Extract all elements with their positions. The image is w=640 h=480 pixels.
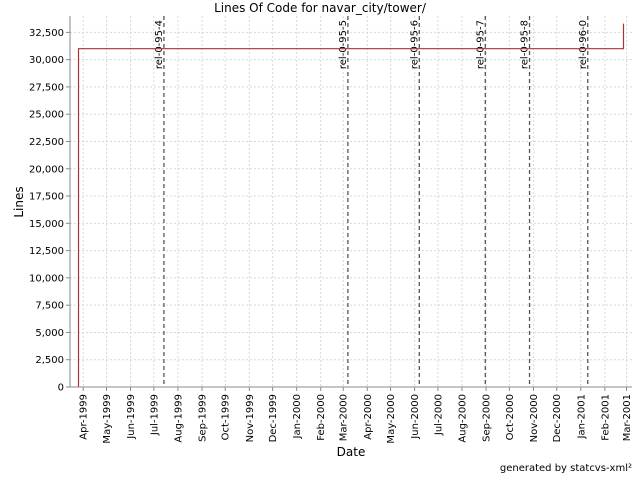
grid xyxy=(70,16,632,387)
x-tick-label: Sep-1999 xyxy=(197,394,208,442)
y-tick-label: 30,000 xyxy=(29,55,64,66)
x-tick-label: Jun-1999 xyxy=(126,394,137,440)
x-tick-label: Feb-2000 xyxy=(316,394,327,441)
y-tick-label: 27,500 xyxy=(29,82,64,93)
y-tick-label: 17,500 xyxy=(29,192,64,203)
x-tick-label: Oct-2000 xyxy=(505,394,516,440)
release-marker-label: rel-0-95-8 xyxy=(520,20,531,69)
x-tick-label: Jan-2001 xyxy=(576,394,587,439)
y-tick-label: 0 xyxy=(58,383,64,394)
y-ticks: 0 2,500 5,000 7,500 10,000 12,500 15,000 17,500… xyxy=(29,28,70,394)
x-tick-label: May-2000 xyxy=(386,394,397,444)
release-marker-label: rel-0-95-5 xyxy=(338,20,349,69)
x-tick-label: Jul-2000 xyxy=(433,394,444,436)
y-tick-label: 10,000 xyxy=(29,273,64,284)
x-tick-label: Aug-2000 xyxy=(458,394,469,443)
x-tick-label: Nov-1999 xyxy=(245,394,256,442)
y-tick-label: 15,000 xyxy=(29,219,64,230)
x-tick-label: Oct-1999 xyxy=(221,394,232,440)
release-marker-label: rel-0-95-4 xyxy=(154,20,165,69)
x-ticks: Apr-1999 May-1999 Jun-1999 Jul-1999 Aug-1999… xyxy=(79,387,633,444)
x-tick-label: Aug-1999 xyxy=(173,394,184,443)
y-tick-label: 7,500 xyxy=(35,301,64,312)
y-tick-label: 25,000 xyxy=(29,110,64,121)
x-tick-label: Feb-2001 xyxy=(600,394,611,441)
y-tick-label: 20,000 xyxy=(29,164,64,175)
x-tick-label: Mar-2000 xyxy=(339,394,350,441)
x-tick-label: Mar-2001 xyxy=(622,394,633,441)
y-tick-label: 12,500 xyxy=(29,246,64,257)
release-marker-label: rel-0-95-6 xyxy=(409,20,420,69)
y-tick-label: 32,500 xyxy=(29,28,64,39)
x-tick-label: Dec-1999 xyxy=(268,394,279,442)
x-tick-label: Jul-1999 xyxy=(149,394,160,436)
loc-series-line xyxy=(77,23,625,387)
series-layer xyxy=(77,23,625,387)
y-tick-label: 2,500 xyxy=(35,355,64,366)
x-tick-label: Nov-2000 xyxy=(529,394,540,442)
release-marker-label: rel-0-95-7 xyxy=(475,20,486,69)
x-tick-label: Sep-2000 xyxy=(482,394,493,442)
x-tick-label: Jan-2000 xyxy=(292,394,303,439)
x-tick-label: May-1999 xyxy=(102,394,113,444)
x-tick-label: Apr-2000 xyxy=(363,394,374,440)
chart-title: Lines Of Code for navar_city/tower/ xyxy=(214,1,427,15)
footer-credit: generated by statcvs-xml² xyxy=(499,463,632,474)
y-axis-label: Lines xyxy=(12,186,26,217)
x-tick-label: Jun-2000 xyxy=(410,394,421,440)
y-tick-label: 22,500 xyxy=(29,137,64,148)
x-tick-label: Dec-2000 xyxy=(552,394,563,442)
y-tick-label: 5,000 xyxy=(35,328,64,339)
x-tick-label: Apr-1999 xyxy=(79,394,90,440)
release-marker-label: rel-0-96-0 xyxy=(578,20,589,69)
axes xyxy=(69,16,632,388)
x-axis-label: Date xyxy=(337,445,366,459)
release-markers: rel-0-95-4 rel-0-95-5 rel-0-95-6 rel-0-95-7… xyxy=(154,16,589,387)
